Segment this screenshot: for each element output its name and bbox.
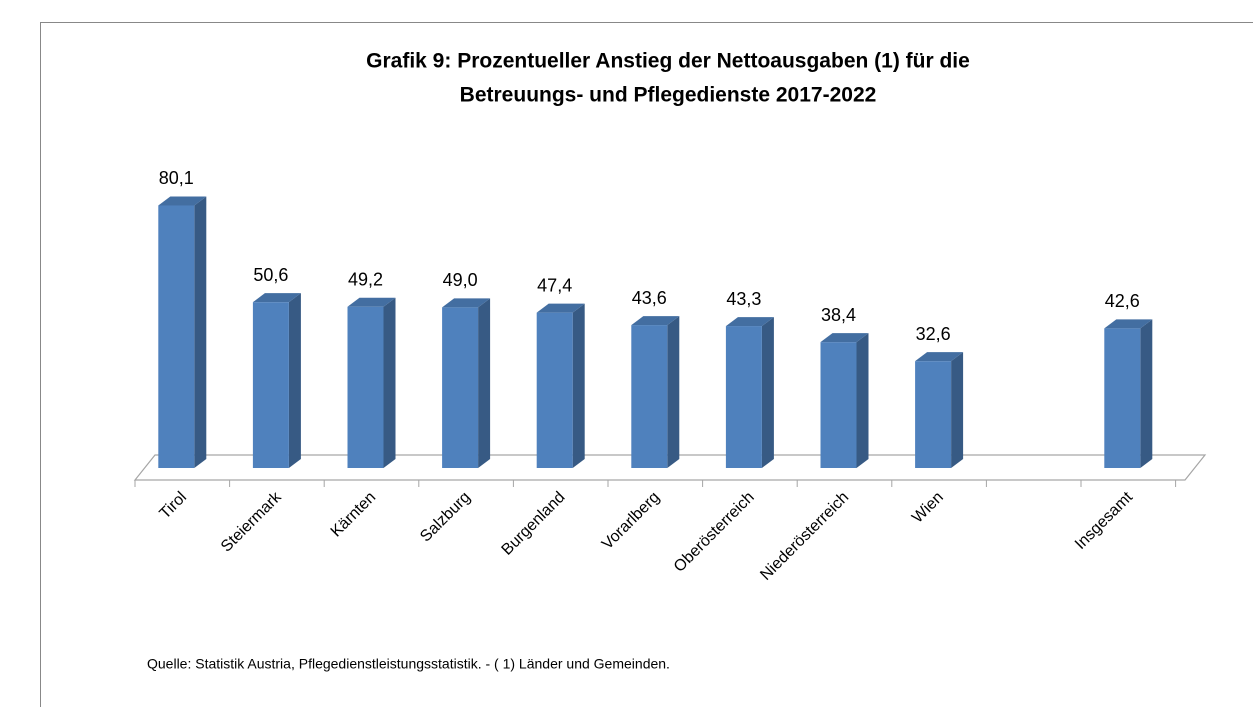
bar [252, 293, 301, 468]
bar-top [442, 298, 491, 308]
bar-top [725, 317, 774, 327]
bar-top [631, 316, 680, 326]
bar-top [915, 352, 964, 362]
bar-side [478, 298, 491, 468]
value-label: 42,6 [1105, 291, 1140, 311]
value-label: 80,1 [159, 168, 194, 188]
value-label: 49,0 [443, 270, 478, 290]
chart-title: Betreuungs- und Pflegedienste 2017-2022 [460, 84, 877, 107]
bar-front [1104, 328, 1141, 468]
bar-side [288, 293, 301, 468]
bar [158, 196, 207, 468]
bar-front [252, 302, 289, 468]
bar-front [158, 205, 195, 468]
bar-side [572, 303, 585, 468]
bar-top [158, 196, 207, 206]
bar-side [856, 333, 869, 468]
value-label: 32,6 [916, 324, 951, 344]
bar [347, 297, 396, 468]
bar [915, 352, 964, 468]
bar [1104, 319, 1153, 468]
bar-top [1104, 319, 1153, 329]
bar-front [820, 342, 857, 468]
bar [820, 333, 869, 468]
value-label: 38,4 [821, 305, 856, 325]
bar-front [536, 312, 573, 468]
chart-title: Grafik 9: Prozentueller Anstieg der Nett… [366, 50, 970, 73]
bar-top [820, 333, 869, 343]
bar-top [536, 303, 585, 313]
bar-front [631, 325, 668, 468]
bar-top [347, 297, 396, 307]
source-note: Quelle: Statistik Austria, Pflegedienstl… [147, 656, 670, 672]
bar-front [915, 361, 952, 468]
bar-top [252, 293, 301, 303]
bar-side [761, 317, 774, 468]
bar-front [347, 306, 384, 468]
bar [536, 303, 585, 468]
value-label: 43,3 [726, 289, 761, 309]
bar [725, 317, 774, 468]
bar-side [667, 316, 680, 468]
bar-side [383, 297, 396, 468]
value-label: 47,4 [537, 275, 572, 295]
bar-side [1140, 319, 1153, 468]
bar [631, 316, 680, 468]
value-label: 43,6 [632, 288, 667, 308]
value-label: 50,6 [253, 265, 288, 285]
bar [442, 298, 491, 468]
bar-side [951, 352, 964, 468]
bar-front [442, 307, 479, 468]
value-label: 49,2 [348, 269, 383, 289]
bar-front [725, 326, 762, 468]
bar-side [194, 196, 207, 468]
